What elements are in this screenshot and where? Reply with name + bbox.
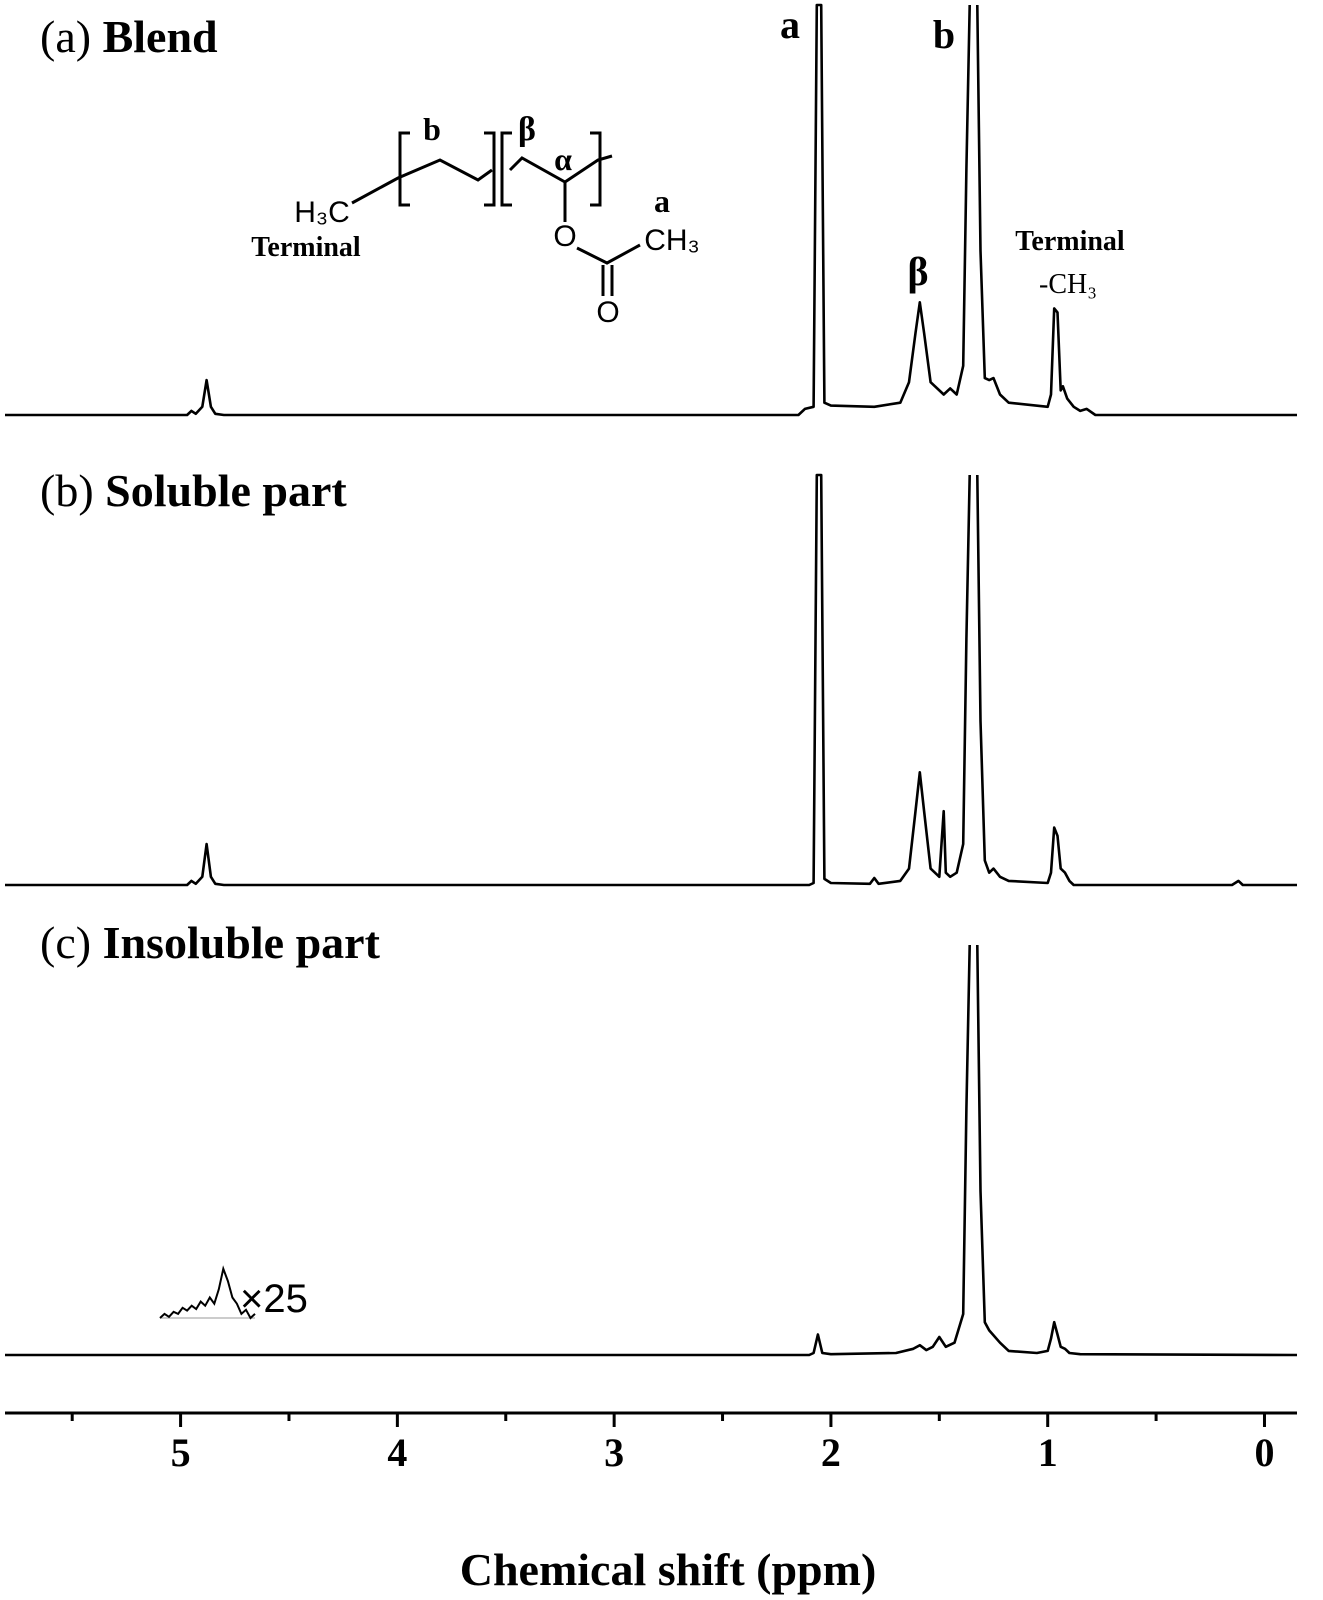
x-tick-label: 1 [1038, 1430, 1058, 1475]
bond [563, 182, 641, 296]
spectrum-line [5, 944, 1298, 1357]
spectrum-line [5, 3, 1297, 417]
bracket [500, 131, 602, 207]
panel-title: (b) Soluble part [40, 465, 347, 516]
panel-name: Blend [103, 11, 218, 62]
panel-title: (a) Blend [40, 11, 218, 62]
peak-annotation: β [907, 249, 928, 294]
peak-annotation: -CH₃ [1039, 269, 1097, 300]
structure-label: a [654, 183, 670, 219]
inset-label: ×25 [240, 1277, 308, 1321]
x-tick-label: 2 [821, 1430, 841, 1475]
structure-label: β [518, 111, 536, 148]
inset-line [159, 1265, 256, 1320]
panel-label: (b) [40, 465, 94, 516]
panel-label: (a) [40, 11, 91, 62]
bond [351, 158, 493, 205]
structure-label: α [554, 141, 572, 177]
panel-name: Soluble part [105, 465, 347, 516]
peak-annotation: Terminal [1015, 226, 1125, 257]
x-tick-label: 4 [387, 1430, 407, 1475]
structure-label: H₃C [294, 196, 350, 229]
panel-label: (c) [40, 917, 91, 968]
spectrum-line [5, 473, 1297, 887]
structure-label: O [553, 220, 576, 253]
panel-title: (c) Insoluble part [40, 917, 381, 968]
structure-label: Terminal [251, 232, 361, 263]
structure-label: O [596, 296, 619, 329]
x-tick-label: 5 [171, 1430, 191, 1475]
structure [351, 131, 641, 296]
x-axis-title: Chemical shift (ppm) [460, 1544, 877, 1595]
panel-name: Insoluble part [103, 917, 381, 968]
x-tick-label: 3 [604, 1430, 624, 1475]
bracket [398, 131, 496, 207]
peak-annotation: b [933, 12, 955, 57]
structure-label: CH₃ [644, 224, 700, 257]
x-tick-label: 0 [1254, 1430, 1274, 1475]
peak-annotation: a [780, 2, 800, 47]
structure-label: b [423, 111, 441, 147]
